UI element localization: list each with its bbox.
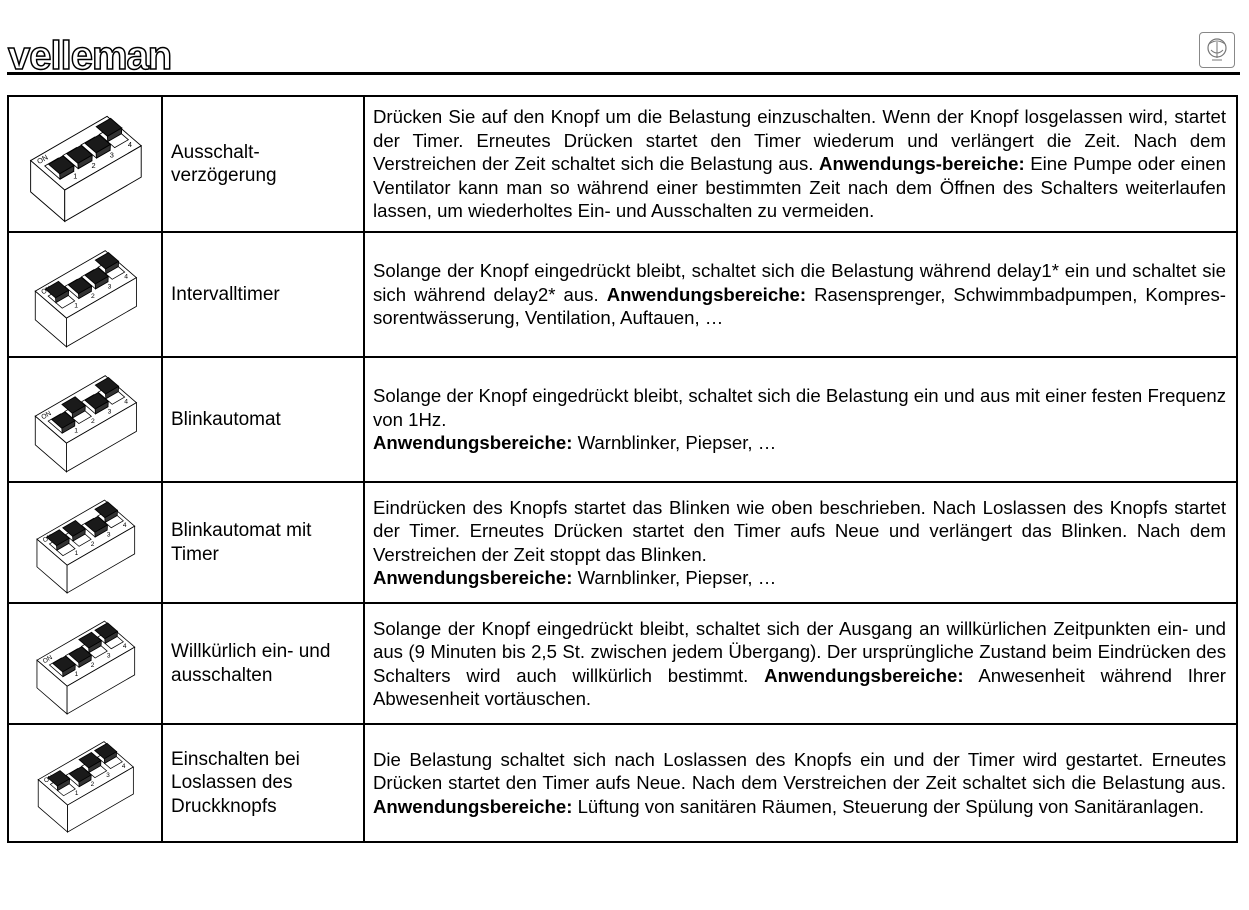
- dip-number: 4: [123, 643, 127, 650]
- description-text: Warnblinker, Piepser, …: [572, 432, 777, 454]
- mode-name-text: Blinkautomat mit Timer: [171, 520, 312, 565]
- dip-number: 1: [74, 428, 78, 435]
- dip-switch-diagram: ON 1 2 3 4: [7, 723, 163, 843]
- dip-number: 4: [124, 274, 128, 281]
- dip-number: 3: [108, 283, 112, 290]
- description-text: Solange der Knopf eingedrückt bleibt, sc…: [373, 385, 1226, 430]
- application-label: Anwendungsbereiche:: [606, 283, 807, 305]
- dip-on-label: ON: [40, 285, 52, 296]
- description-text: Rasensprenger, Schwimmbadpumpen, Kompres…: [373, 283, 1227, 329]
- dip-number: 3: [107, 652, 111, 659]
- table-row: ON 1 2 3 4 Blinkautomat mit Timer Eindrücken d…: [7, 481, 1238, 604]
- header-rule: [7, 72, 1240, 75]
- description-text: Solange der Knopf eingedrückt bleibt, sc…: [373, 617, 1226, 686]
- description-text: Die Belastung schaltet sich nach Loslass…: [373, 748, 1226, 794]
- dip-number: 4: [124, 399, 128, 406]
- description-text: Drücken Sie auf den Knopf um die Belastu…: [373, 106, 1226, 175]
- mode-name: Willkürlich ein- und ausschalten: [161, 602, 365, 725]
- dip-number: 4: [122, 763, 126, 770]
- table-row: ON 1 2 3 4 Intervalltimer Solange der Knopf ei…: [7, 231, 1238, 358]
- dip-number: 2: [91, 293, 95, 300]
- dip-number: 4: [128, 140, 132, 149]
- mode-name-text: Willkürlich ein- und ausschalten: [171, 641, 331, 686]
- dip-number: 2: [91, 662, 95, 669]
- table-row: ON 1 2 3 4 Willkürlich ein- und ausschalten So…: [7, 602, 1238, 725]
- mode-name-text: Ausschalt- verzögerung: [171, 141, 277, 187]
- description-text: Eine Pumpe oder einen Ventilator kann ma…: [373, 153, 1226, 222]
- dip-number: 1: [75, 671, 79, 678]
- dip-number: 4: [123, 522, 127, 529]
- mode-description: Eindrücken des Knopfs startet das Blinke…: [363, 481, 1238, 604]
- dip-number: 3: [107, 531, 111, 538]
- dip-switch-diagram: ON 1 2 3 4: [7, 356, 163, 483]
- application-label: Anwendungsbereiche:: [373, 567, 573, 588]
- dip-on-label: ON: [40, 410, 52, 421]
- mode-name: Blinkautomat mit Timer: [161, 481, 365, 604]
- dip-number: 1: [75, 790, 79, 797]
- mode-name-text: Einschalten bei Loslassen des Druckknopf…: [171, 748, 300, 817]
- table-row: ON 1 2 3 4 Ausschalt- verzögerung Drücken Sie …: [7, 95, 1238, 233]
- dip-number: 2: [91, 418, 95, 425]
- mode-name-text: Blinkautomat: [171, 408, 281, 430]
- velleman-logo: velleman: [7, 33, 173, 79]
- dip-number: 2: [91, 541, 95, 548]
- dip-switch-diagram: ON 1 2 3 4: [7, 231, 163, 358]
- seal-logo-icon: [1199, 32, 1235, 68]
- dip-number: 2: [91, 161, 95, 170]
- application-label: Anwendungsbereiche:: [373, 795, 573, 817]
- mode-description: Die Belastung schaltet sich nach Loslass…: [363, 723, 1238, 843]
- mode-description: Solange der Knopf eingedrückt bleibt, sc…: [363, 231, 1238, 358]
- mode-name-text: Intervalltimer: [171, 283, 280, 305]
- mode-description: Solange der Knopf eingedrückt bleibt, sc…: [363, 356, 1238, 483]
- dip-number: 1: [73, 172, 77, 181]
- dip-switch-diagram: ON 1 2 3 4: [7, 95, 163, 233]
- application-label: Anwendungsbereiche:: [764, 664, 964, 686]
- table-row: ON 1 2 3 4 Einschalten bei Loslassen des Druc…: [7, 723, 1238, 843]
- dip-number: 3: [106, 772, 110, 779]
- description-text: Solange der Knopf eingedrückt bleibt, sc…: [373, 260, 1226, 305]
- description-text: Eindrücken des Knopfs startet das Blinke…: [373, 496, 1226, 565]
- mode-name: Blinkautomat: [161, 356, 365, 483]
- mode-description: Drücken Sie auf den Knopf um die Belastu…: [363, 95, 1238, 233]
- mode-table: ON 1 2 3 4 Ausschalt- verzögerung Drücken Sie …: [7, 95, 1238, 843]
- mode-description: Solange der Knopf eingedrückt bleibt, sc…: [363, 602, 1238, 725]
- dip-number: 3: [108, 408, 112, 415]
- table-row: ON 1 2 3 4 Blinkautomat Solange der Knopf eing…: [7, 356, 1238, 483]
- mode-name: Einschalten bei Loslassen des Druckknopf…: [161, 723, 365, 843]
- dip-number: 2: [91, 781, 95, 788]
- mode-name: Intervalltimer: [161, 231, 365, 358]
- description-text: Lüftung von sanitären Räumen, Steuerung …: [572, 795, 1205, 817]
- application-label: Anwendungs-bereiche:: [819, 153, 1025, 175]
- dip-number: 1: [75, 550, 79, 557]
- dip-switch-diagram: ON 1 2 3 4: [7, 602, 163, 725]
- dip-on-label: ON: [42, 654, 54, 665]
- dip-number: 1: [74, 303, 78, 310]
- application-label: Anwendungsbereiche:: [373, 432, 573, 454]
- dip-number: 3: [110, 151, 114, 160]
- description-text: Warnblinker, Piepser, …: [572, 567, 777, 588]
- mode-name: Ausschalt- verzögerung: [161, 95, 365, 233]
- dip-switch-diagram: ON 1 2 3 4: [7, 481, 163, 604]
- description-text: Anwesenheit während Ihrer Abwesenheit vo…: [373, 664, 1226, 710]
